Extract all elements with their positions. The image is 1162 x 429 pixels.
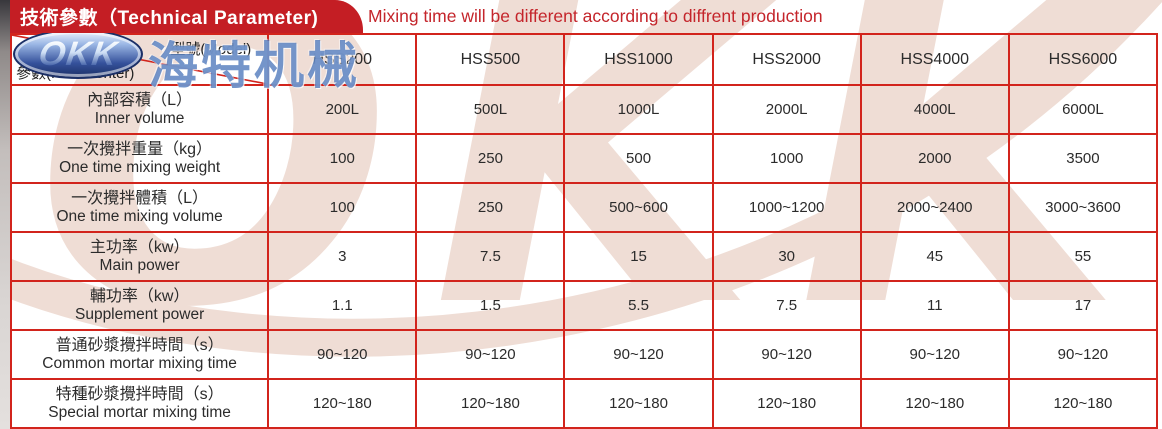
cell-value: 1.1 xyxy=(267,280,418,331)
cell-value: 6000L xyxy=(1007,84,1159,135)
row-label-zh: 內部容積（L） xyxy=(87,92,193,109)
brand-watermark-text: 海特机械 xyxy=(148,38,360,94)
cell-value: 90~120 xyxy=(415,329,566,380)
row-label-en: Special mortar mixing time xyxy=(48,404,231,421)
table-row-mixing-volume: 一次攪拌體積（L） One time mixing volume 100 250… xyxy=(9,182,1159,233)
cell-value: 17 xyxy=(1007,280,1159,331)
cell-value: 1000 xyxy=(711,133,862,184)
column-header-hss500: HSS500 xyxy=(415,33,566,86)
row-label-zh: 普通砂漿攪拌時間（s） xyxy=(55,337,224,354)
cell-value: 500~600 xyxy=(563,182,714,233)
row-label-en: Inner volume xyxy=(94,110,185,127)
cell-value: 120~180 xyxy=(267,378,418,429)
cell-value: 90~120 xyxy=(859,329,1010,380)
table-row-main-power: 主功率（kw） Main power 3 7.5 15 30 45 55 xyxy=(9,231,1159,282)
cell-value: 1000L xyxy=(563,84,714,135)
cell-value: 2000~2400 xyxy=(859,182,1010,233)
okk-logo-text: OKK xyxy=(36,34,121,73)
row-label-zh: 一次攪拌體積（L） xyxy=(71,190,209,207)
column-header-hss1000: HSS1000 xyxy=(563,33,714,86)
cell-value: 90~120 xyxy=(1007,329,1159,380)
cell-value: 200L xyxy=(267,84,418,135)
cell-value: 3000~3600 xyxy=(1007,182,1159,233)
table-row-supplement-power: 輔功率（kw） Supplement power 1.1 1.5 5.5 7.5… xyxy=(9,280,1159,331)
cell-value: 1.5 xyxy=(415,280,566,331)
row-label-en: Main power xyxy=(99,257,180,274)
row-label: 普通砂漿攪拌時間（s） Common mortar mixing time xyxy=(9,329,270,380)
cell-value: 11 xyxy=(859,280,1010,331)
row-label: 一次攪拌重量（kg） One time mixing weight xyxy=(9,133,270,184)
cell-value: 2000 xyxy=(859,133,1010,184)
cell-value: 3500 xyxy=(1007,133,1159,184)
cell-value: 250 xyxy=(415,133,566,184)
cell-value: 100 xyxy=(267,133,418,184)
model-axis-label: 型號(Model) xyxy=(170,41,252,58)
cell-value: 30 xyxy=(711,231,862,282)
column-header-hss6000: HSS6000 xyxy=(1007,33,1159,86)
column-header-hss4000: HSS4000 xyxy=(859,33,1010,86)
row-label-en: One time mixing weight xyxy=(59,159,221,176)
row-label: 特種砂漿攪拌時間（s） Special mortar mixing time xyxy=(9,378,270,429)
cell-value: 1000~1200 xyxy=(711,182,862,233)
cell-value: 120~180 xyxy=(1007,378,1159,429)
cell-value: 90~120 xyxy=(563,329,714,380)
cell-value: 100 xyxy=(267,182,418,233)
row-label: 內部容積（L） Inner volume xyxy=(9,84,270,135)
row-label-en: Supplement power xyxy=(74,306,205,323)
cell-value: 500L xyxy=(415,84,566,135)
row-label: 一次攪拌體積（L） One time mixing volume xyxy=(9,182,270,233)
cell-value: 120~180 xyxy=(859,378,1010,429)
cell-value: 90~120 xyxy=(267,329,418,380)
mixing-time-note: Mixing time will be different according … xyxy=(368,6,823,26)
technical-parameter-table: 型號(Model) 參數(Paramenter) HSS200 HSS500 H… xyxy=(9,33,1159,429)
cell-value: 7.5 xyxy=(415,231,566,282)
cell-value: 4000L xyxy=(859,84,1010,135)
table-row-mixing-weight: 一次攪拌重量（kg） One time mixing weight 100 25… xyxy=(9,133,1159,184)
cell-value: 45 xyxy=(859,231,1010,282)
cell-value: 120~180 xyxy=(563,378,714,429)
cell-value: 120~180 xyxy=(711,378,862,429)
row-label: 輔功率（kw） Supplement power xyxy=(9,280,270,331)
cell-value: 55 xyxy=(1007,231,1159,282)
cell-value: 5.5 xyxy=(563,280,714,331)
table-row-special-mortar-time: 特種砂漿攪拌時間（s） Special mortar mixing time 1… xyxy=(9,378,1159,429)
page-edge-shadow xyxy=(0,0,10,429)
okk-logo: OKK xyxy=(13,29,143,79)
section-title: 技術參數（Technical Parameter) xyxy=(20,8,319,29)
cell-value: 3 xyxy=(267,231,418,282)
row-label-en: Common mortar mixing time xyxy=(42,355,237,372)
row-label-zh: 輔功率（kw） xyxy=(89,288,190,305)
cell-value: 250 xyxy=(415,182,566,233)
table-row-inner-volume: 內部容積（L） Inner volume 200L 500L 1000L 200… xyxy=(9,84,1159,135)
cell-value: 15 xyxy=(563,231,714,282)
cell-value: 500 xyxy=(563,133,714,184)
column-header-hss200: HSS200 xyxy=(267,33,418,86)
row-label-zh: 特種砂漿攪拌時間（s） xyxy=(55,386,224,403)
cell-value: 120~180 xyxy=(415,378,566,429)
row-label-zh: 一次攪拌重量（kg） xyxy=(67,141,213,158)
row-label: 主功率（kw） Main power xyxy=(9,231,270,282)
column-header-hss2000: HSS2000 xyxy=(711,33,862,86)
cell-value: 7.5 xyxy=(711,280,862,331)
cell-value: 90~120 xyxy=(711,329,862,380)
row-label-en: One time mixing volume xyxy=(56,208,223,225)
section-header-banner: 技術參數（Technical Parameter) xyxy=(10,0,363,33)
row-label-zh: 主功率（kw） xyxy=(89,239,190,256)
cell-value: 2000L xyxy=(711,84,862,135)
table-row-common-mortar-time: 普通砂漿攪拌時間（s） Common mortar mixing time 90… xyxy=(9,329,1159,380)
